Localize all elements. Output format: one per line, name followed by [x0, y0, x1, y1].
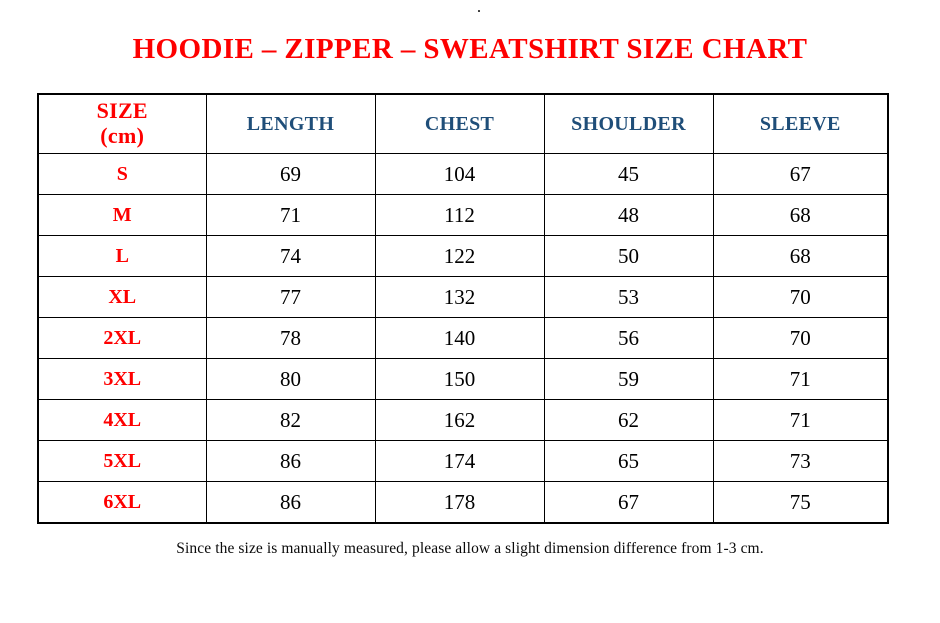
shoulder-value: 67 — [543, 481, 714, 524]
length-value: 78 — [205, 317, 376, 359]
length-value: 86 — [205, 440, 376, 482]
chest-value: 104 — [374, 153, 545, 195]
shoulder-value: 53 — [543, 276, 714, 318]
table-row-2xl: 2XL 78 140 56 70 — [37, 317, 889, 359]
header-chest: CHEST — [374, 93, 545, 154]
table-row-xl: XL 77 132 53 70 — [37, 276, 889, 318]
sleeve-value: 70 — [712, 317, 889, 359]
size-label: L — [37, 235, 207, 277]
table-row-6xl: 6XL 86 178 67 75 — [37, 481, 889, 524]
length-value: 69 — [205, 153, 376, 195]
shoulder-value: 62 — [543, 399, 714, 441]
length-value: 82 — [205, 399, 376, 441]
size-label: 3XL — [37, 358, 207, 400]
sleeve-value: 75 — [712, 481, 889, 524]
shoulder-value: 56 — [543, 317, 714, 359]
shoulder-value: 65 — [543, 440, 714, 482]
table-row-m: M 71 112 48 68 — [37, 194, 889, 236]
size-label: 4XL — [37, 399, 207, 441]
sleeve-value: 71 — [712, 399, 889, 441]
sleeve-value: 71 — [712, 358, 889, 400]
header-size-line2: (cm) — [100, 123, 145, 148]
chest-value: 112 — [374, 194, 545, 236]
length-value: 74 — [205, 235, 376, 277]
shoulder-value: 48 — [543, 194, 714, 236]
sleeve-value: 67 — [712, 153, 889, 195]
table-row-3xl: 3XL 80 150 59 71 — [37, 358, 889, 400]
chest-value: 140 — [374, 317, 545, 359]
length-value: 86 — [205, 481, 376, 524]
size-label: 2XL — [37, 317, 207, 359]
sleeve-value: 68 — [712, 235, 889, 277]
size-label: XL — [37, 276, 207, 318]
header-sleeve: SLEEVE — [712, 93, 889, 154]
chest-value: 174 — [374, 440, 545, 482]
length-value: 80 — [205, 358, 376, 400]
sleeve-value: 70 — [712, 276, 889, 318]
size-label: 5XL — [37, 440, 207, 482]
header-size-cm: SIZE (cm) — [37, 93, 207, 154]
sleeve-value: 68 — [712, 194, 889, 236]
header-length: LENGTH — [205, 93, 376, 154]
chest-value: 122 — [374, 235, 545, 277]
header-size-line1: SIZE — [96, 98, 148, 124]
size-label: M — [37, 194, 207, 236]
table-row-s: S 69 104 45 67 — [37, 153, 889, 195]
shoulder-value: 45 — [543, 153, 714, 195]
chest-value: 132 — [374, 276, 545, 318]
chest-value: 150 — [374, 358, 545, 400]
size-label: 6XL — [37, 481, 207, 524]
shoulder-value: 59 — [543, 358, 714, 400]
table-row-5xl: 5XL 86 174 65 73 — [37, 440, 889, 482]
size-chart-table: SIZE (cm) LENGTH CHEST SHOULDER SLEEVE S… — [37, 93, 889, 524]
top-dot-artifact: . — [477, 0, 481, 15]
chest-value: 178 — [374, 481, 545, 524]
table-row-4xl: 4XL 82 162 62 71 — [37, 399, 889, 441]
header-shoulder: SHOULDER — [543, 93, 714, 154]
table-row-l: L 74 122 50 68 — [37, 235, 889, 277]
size-label: S — [37, 153, 207, 195]
shoulder-value: 50 — [543, 235, 714, 277]
length-value: 77 — [205, 276, 376, 318]
length-value: 71 — [205, 194, 376, 236]
measurement-disclaimer: Since the size is manually measured, ple… — [176, 540, 764, 557]
chest-value: 162 — [374, 399, 545, 441]
page-title: HOODIE – ZIPPER – SWEATSHIRT SIZE CHART — [132, 33, 808, 65]
sleeve-value: 73 — [712, 440, 889, 482]
table-header-row: SIZE (cm) LENGTH CHEST SHOULDER SLEEVE — [37, 93, 889, 154]
